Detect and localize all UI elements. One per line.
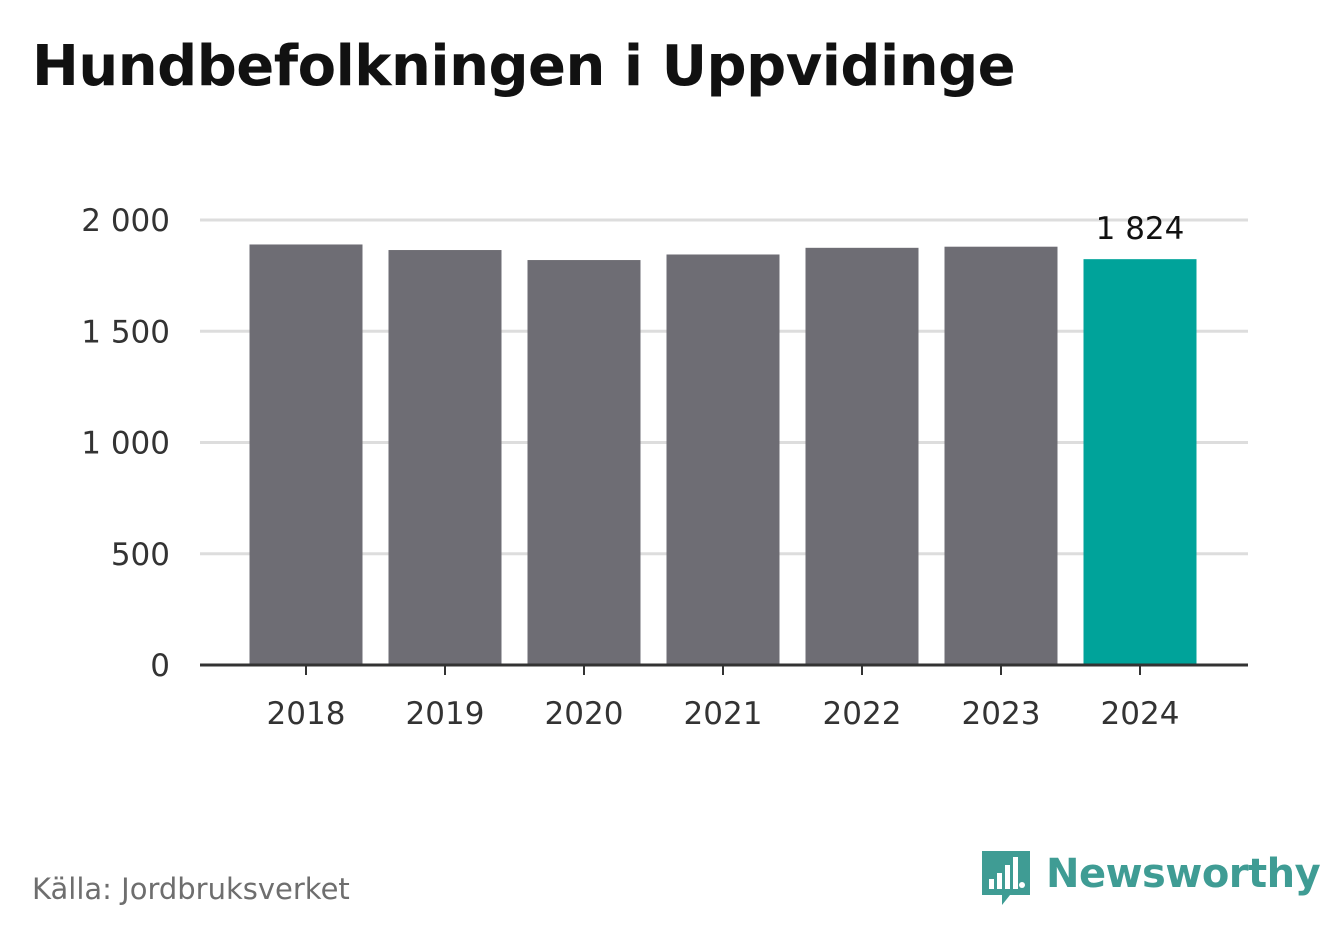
- bar-2018: [249, 244, 363, 665]
- bar-2022: [805, 247, 919, 665]
- bar-2019: [388, 250, 502, 665]
- x-tick-label: 2024: [1101, 696, 1180, 732]
- x-tick-label: 2020: [545, 696, 624, 732]
- brand-name: Newsworthy: [1046, 851, 1321, 897]
- chart-title: Hundbefolkningen i Uppvidinge: [32, 34, 1016, 99]
- newsworthy-logo: Newsworthy: [982, 848, 1321, 910]
- bar-2023: [944, 246, 1058, 665]
- x-tick-label: 2019: [406, 696, 485, 732]
- newsworthy-logo-icon: [982, 851, 1030, 905]
- y-tick-label: 1 000: [81, 426, 170, 462]
- y-tick-label: 2 000: [81, 203, 170, 239]
- bar-2021: [666, 254, 780, 666]
- y-tick-label: 1 500: [81, 314, 170, 350]
- x-tick-label: 2023: [962, 696, 1041, 732]
- data-label: 1 824: [1096, 211, 1185, 247]
- y-tick-label: 0: [150, 648, 170, 684]
- bar-chart: 0 500 1 000 1 500 2 000 2018 2019 2020 2021 2022 2…: [81, 203, 1248, 732]
- x-tick-label: 2021: [684, 696, 763, 732]
- bar-2024: [1083, 259, 1197, 665]
- source-note: Källa: Jordbruksverket: [32, 872, 350, 906]
- bar-2020: [527, 260, 641, 665]
- x-tick-label: 2022: [823, 696, 902, 732]
- y-tick-label: 500: [111, 537, 170, 573]
- x-tick-label: 2018: [267, 696, 346, 732]
